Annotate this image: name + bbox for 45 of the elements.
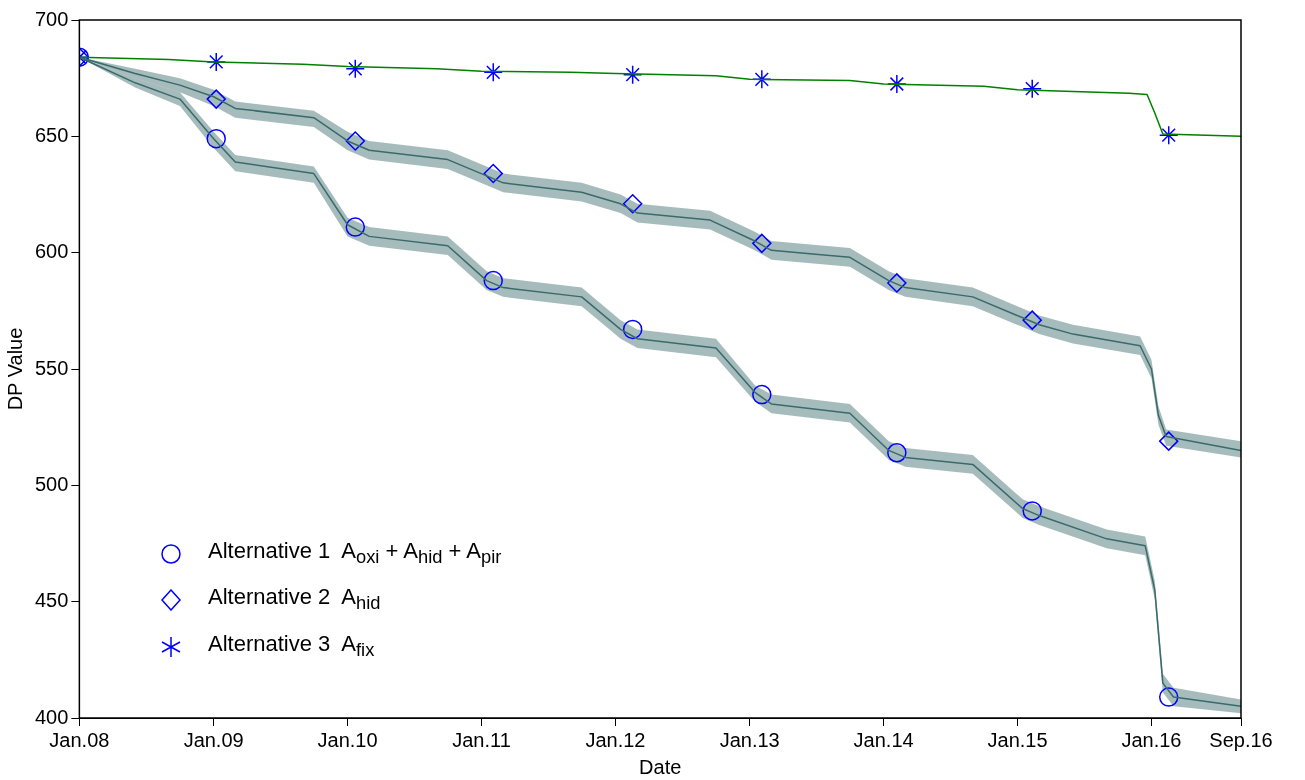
x-tick-label: Jan.10 [317,728,378,751]
point [887,273,907,293]
y-tick-label: 400 [34,705,69,728]
point [752,384,772,405]
y-tick-label: 500 [34,472,69,495]
point [206,52,226,72]
point [622,64,643,85]
point [483,163,503,184]
y-tick-label: 700 [34,7,69,30]
x-tick-label: Jan.13 [719,728,780,751]
y-axis-title: DP Value [3,327,26,411]
point [345,217,366,237]
point [622,194,643,214]
point [752,233,772,254]
point [887,74,907,94]
point [887,443,907,463]
point [1158,125,1179,145]
point [1022,501,1042,521]
point [1022,78,1042,99]
point [1022,310,1042,330]
legend-label: Alternative 2 A$_{hid}$ [208,583,381,616]
point [483,270,503,291]
y-tick-label: 450 [34,589,69,612]
x-tick-label: Jan.15 [987,728,1048,751]
y-tick-label: 650 [34,123,69,146]
x-tick-label: Jan.16 [1121,728,1182,751]
point [1158,431,1179,451]
y-tick-label: 600 [34,240,69,263]
x-tick-label: Jan.11 [452,728,511,751]
y-tick-label: 550 [34,356,69,379]
x-tick-label: Jan.12 [585,728,646,751]
x-axis-title: Date [639,755,682,778]
x-tick-label: Jan.08 [49,728,110,751]
point [206,89,226,109]
point [345,59,366,79]
x-tick-label: Sep.16 [1209,728,1273,751]
point [483,62,503,83]
point [345,131,366,151]
point [622,319,643,340]
x-tick-label: Jan.14 [853,728,914,751]
legend-label: Alternative 1 A$_{oxi}$ + A$_{hid}$ + A$_{pir}$ [208,536,502,570]
point [1158,687,1179,707]
legend-label: Alternative 3 A$_{fix}$ [208,629,375,662]
point [206,128,226,149]
x-tick-label: Jan.09 [183,728,244,751]
